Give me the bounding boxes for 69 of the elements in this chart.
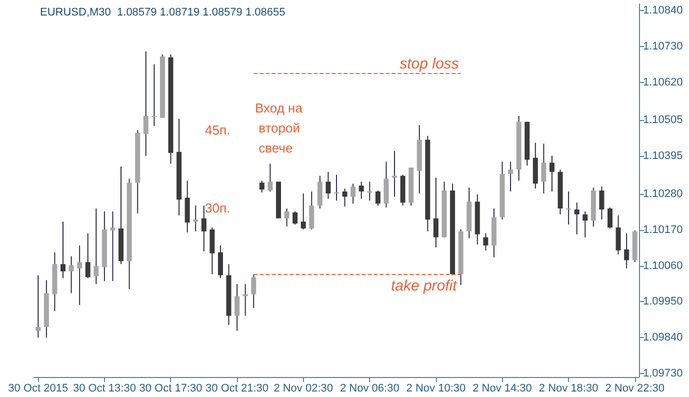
candlestick: [433, 177, 438, 248]
candlestick: [292, 210, 298, 226]
candlestick: [549, 155, 554, 192]
candlestick: [268, 163, 273, 192]
y-tick-label: 1.09730: [643, 368, 683, 380]
candlestick: [624, 232, 630, 269]
candlestick: [85, 232, 90, 279]
x-tick-label: 2 Nov 22:30: [605, 382, 665, 394]
candlestick: [60, 221, 66, 279]
annotation: 45п.: [205, 122, 230, 138]
candlestick: [94, 208, 99, 285]
candlestick: [483, 232, 488, 251]
candlestick: [210, 226, 215, 275]
candlestick: [326, 171, 331, 200]
x-tick-label: 30 Oct 13:30: [72, 382, 136, 394]
annotation: Вход на второй свече: [255, 100, 304, 156]
annotation: 30п.: [205, 200, 230, 216]
candlestick: [36, 274, 41, 338]
y-tick-label: 1.10840: [643, 4, 683, 17]
candlestick: [234, 284, 240, 332]
candlestick: [574, 202, 580, 235]
candlestick: [77, 244, 82, 306]
candlestick: [68, 256, 74, 294]
y-tick-label: 1.10060: [643, 260, 683, 272]
chart-title: EURUSD,M30 1.08579 1.08719 1.08579 1.08655: [40, 6, 286, 18]
y-tick-label: 1.10730: [643, 40, 683, 53]
x-tick-label: 2 Nov 06:30: [340, 382, 400, 394]
candlestick: [251, 274, 256, 308]
candlestick: [342, 188, 348, 208]
y-tick-label: 1.10170: [643, 224, 683, 236]
candlestick: [616, 214, 621, 255]
candlestick: [201, 205, 206, 252]
candlestick: [259, 180, 264, 193]
candlestick: [152, 64, 157, 127]
candlestick: [350, 183, 356, 204]
candlestick: [334, 174, 339, 202]
candlestick: [218, 244, 223, 279]
candlestick: [541, 143, 546, 194]
y-tick-label: 1.10280: [643, 188, 683, 200]
y-tick-label: 1.10620: [643, 76, 683, 89]
x-tick-label: 2 Nov 02:30: [274, 382, 334, 394]
candlestick: [284, 208, 290, 227]
candlestick: [375, 190, 380, 206]
candlestick: [607, 207, 612, 229]
candlestick: [582, 210, 588, 238]
candlestick: [300, 192, 306, 230]
candlestick: [367, 181, 372, 202]
x-tick-label: 30 Oct 21:30: [206, 382, 269, 394]
candlestick: [508, 161, 514, 192]
x-tick-label: 2 Nov 18:30: [538, 382, 598, 394]
x-tick-label: 30 Oct 2015: [8, 382, 68, 394]
candlestick: [309, 190, 314, 230]
candlestick: [599, 186, 604, 220]
ref-line-label: stop loss: [400, 55, 460, 72]
y-tick-label: 1.10395: [643, 150, 683, 162]
x-tick-label: 2 Nov 14:30: [472, 382, 532, 394]
candlestick: [358, 181, 364, 200]
y-tick-label: 1.10505: [643, 114, 683, 126]
candlestick: [317, 175, 322, 209]
candlestick: [566, 190, 572, 226]
x-tick-label: 30 Oct 17:30: [139, 382, 202, 394]
x-tick-label: 2 Nov 10:30: [406, 382, 466, 394]
candlestick: [242, 284, 248, 316]
y-tick-label: 1.09950: [643, 296, 683, 308]
candlestick: [110, 210, 116, 282]
ref-line-label: take profit: [390, 277, 458, 294]
candlestick: [193, 205, 198, 232]
y-tick-label: 1.09840: [643, 332, 683, 344]
candlestick: [143, 50, 148, 156]
